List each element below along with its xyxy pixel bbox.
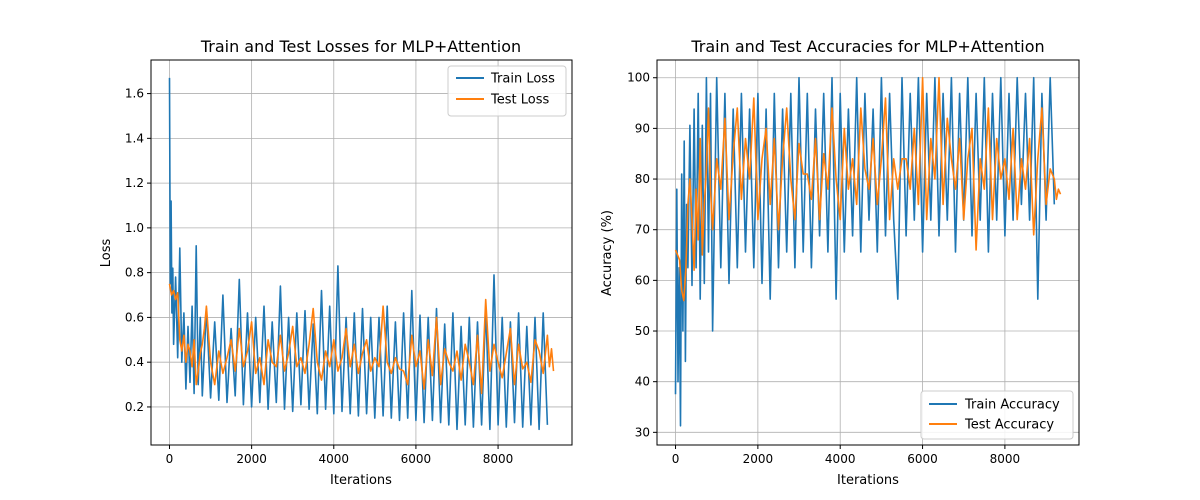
loss-chart-legend: Train Loss Test Loss [447,65,567,117]
accuracy-ytick-label-1: 40 [635,375,650,389]
loss-legend-label-train: Train Loss [490,72,555,87]
accuracy-legend-label-train: Train Accuracy [964,398,1060,413]
accuracy-ytick-label-3: 60 [635,273,650,287]
accuracy-chart: Train and Test Accuracies for MLP+Attent… [600,37,1080,488]
loss-chart-series [168,77,555,431]
loss-xtick-label-3: 6000 [401,452,432,466]
loss-xtick-label-1: 2000 [236,452,267,466]
loss-series-test-line [168,283,555,395]
accuracy-ytick-label-5: 80 [635,172,650,186]
loss-ytick-label-4: 1.0 [125,221,144,235]
loss-ytick-label-0: 0.2 [125,400,144,414]
accuracy-xtick-label-0: 0 [672,452,680,466]
accuracy-series-test-line [674,76,1062,302]
loss-xtick-label-4: 8000 [483,452,514,466]
accuracy-ytick-label-4: 70 [635,223,650,237]
loss-xtick-label-2: 4000 [319,452,350,466]
loss-chart-plot-area [168,77,555,431]
accuracy-xtick-label-2: 4000 [825,452,856,466]
loss-ytick-label-7: 1.6 [125,87,144,101]
loss-chart-title: Train and Test Losses for MLP+Attention [200,37,521,56]
accuracy-chart-xlabel: Iterations [837,473,899,488]
accuracy-ytick-label-7: 100 [627,71,650,85]
loss-ytick-label-2: 0.6 [125,310,144,324]
loss-ytick-label-6: 1.4 [125,131,144,145]
accuracy-chart-plot-area [674,76,1062,427]
loss-chart: Train and Test Losses for MLP+Attention … [99,37,573,488]
loss-xtick-label-0: 0 [166,452,174,466]
accuracy-chart-legend: Train Accuracy Test Accuracy [920,390,1074,440]
loss-legend-label-test: Test Loss [490,93,549,108]
accuracy-chart-series [674,76,1062,427]
loss-chart-xlabel: Iterations [330,473,392,488]
accuracy-ytick-label-2: 50 [635,324,650,338]
loss-chart-ticks: 0 2000 4000 6000 8000 0.2 0.4 0.6 0.8 1.0 1.2 1.4 1.… [125,87,513,466]
loss-chart-ylabel: Loss [99,239,114,268]
accuracy-ytick-label-0: 30 [635,425,650,439]
loss-chart-frame [150,59,573,446]
accuracy-legend-label-test: Test Accuracy [964,418,1054,433]
accuracy-legend-box [920,390,1074,440]
accuracy-xtick-label-1: 2000 [743,452,774,466]
loss-ytick-label-3: 0.8 [125,266,144,280]
loss-ytick-label-1: 0.4 [125,355,144,369]
accuracy-xtick-label-4: 8000 [990,452,1021,466]
accuracy-chart-ylabel: Accuracy (%) [600,210,615,296]
accuracy-chart-frame [656,59,1080,446]
accuracy-chart-title: Train and Test Accuracies for MLP+Attent… [690,37,1044,56]
loss-ytick-label-5: 1.2 [125,176,144,190]
accuracy-xtick-label-3: 6000 [907,452,938,466]
accuracy-ytick-label-6: 90 [635,121,650,135]
accuracy-chart-ticks: 0 2000 4000 6000 8000 30 40 50 60 70 80 90 100 [627,71,1020,466]
